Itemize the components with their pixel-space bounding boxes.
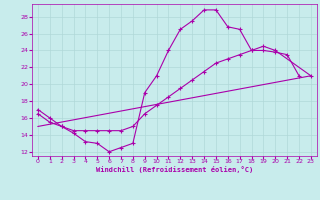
X-axis label: Windchill (Refroidissement éolien,°C): Windchill (Refroidissement éolien,°C)	[96, 166, 253, 173]
